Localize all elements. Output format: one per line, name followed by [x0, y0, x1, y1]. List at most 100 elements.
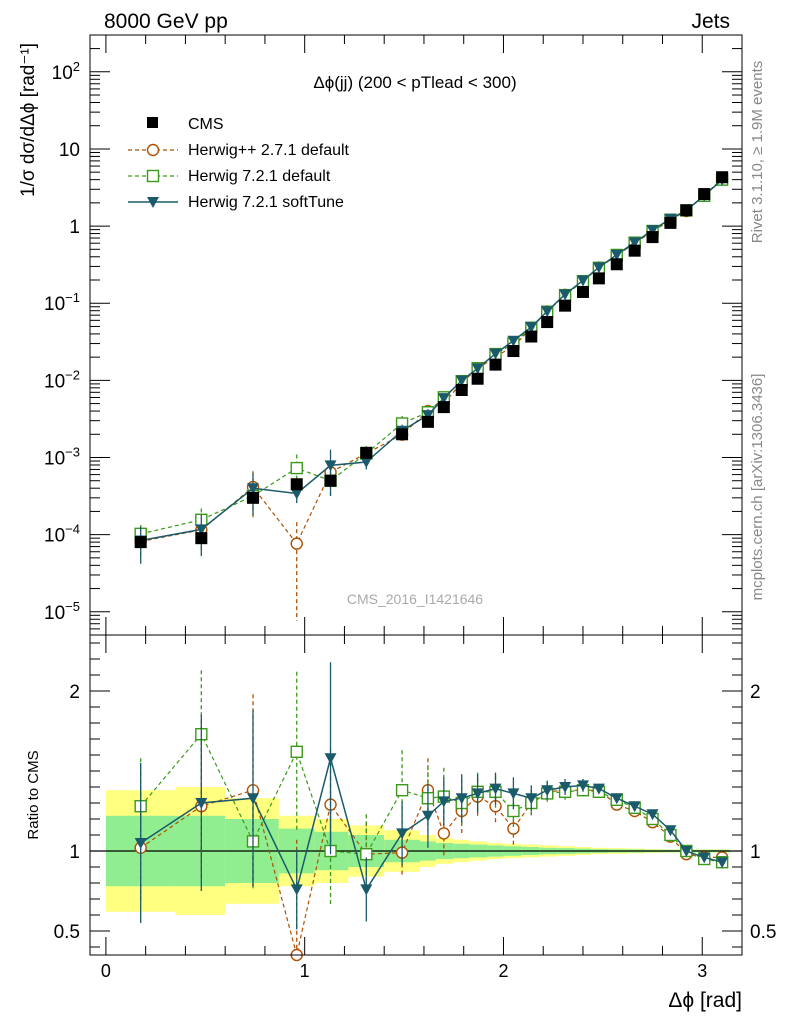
legend-h721s-label: Herwig 7.2.1 softTune	[188, 194, 344, 211]
point-cms	[455, 383, 468, 396]
ratio-point-h721s	[437, 796, 450, 808]
point-cms	[698, 188, 711, 201]
point-cms	[195, 532, 208, 545]
ratio-point-h721s	[290, 884, 303, 896]
ratio-y-tick-label-right: 0.5	[750, 922, 776, 943]
ratio-point-h721s	[559, 782, 572, 793]
point-cms	[664, 216, 677, 229]
point-cms	[247, 491, 259, 504]
point-cms	[396, 428, 409, 441]
legend-cms-label: CMS	[188, 116, 224, 133]
rivet-label: Rivet 3.1.10, ≥ 1.9M events	[749, 61, 766, 244]
point-cms	[559, 299, 572, 312]
point-h721s	[324, 460, 337, 472]
point-h721s	[507, 335, 520, 347]
point-cms	[716, 171, 729, 184]
ratio-point-h721	[395, 784, 409, 797]
ratio-y-tick-label: 2	[69, 682, 80, 703]
point-cms	[324, 474, 337, 487]
legend: CMS Herwig++ 2.7.1 default Herwig 7.2.1 …	[128, 116, 350, 211]
ratio-point-h721s	[421, 810, 434, 822]
ratio-point-h721s	[507, 788, 520, 800]
ratio-point-h721s	[680, 846, 693, 857]
ratio-point-h721s	[576, 780, 589, 792]
point-h721s	[195, 524, 208, 536]
ratio-point-h721s	[455, 793, 468, 805]
point-cms	[576, 285, 589, 298]
point-h721s	[489, 348, 502, 360]
ratio-point-h721s	[592, 783, 605, 795]
y-tick-label: 10	[59, 140, 80, 161]
ratio-point-h721s	[195, 798, 208, 809]
point-h721	[290, 461, 303, 475]
point-cms	[134, 536, 147, 549]
ratio-panel: 0 1 2 3 0.5 0.5 1 1 2 2	[54, 634, 776, 981]
point-h721s	[455, 375, 468, 387]
ratio-y-tick-label-right: 2	[750, 682, 761, 703]
legend-cms-marker	[147, 117, 158, 128]
ratio-point-h721s	[471, 788, 484, 800]
legend-h271-label: Herwig++ 2.7.1 default	[188, 142, 350, 159]
ratio-point-h721s	[525, 793, 538, 805]
plot-title: Δϕ(jj) (200 < pTlead < 300)	[313, 73, 516, 92]
point-h721s	[360, 457, 373, 469]
y-tick-label: 10−3	[44, 445, 80, 470]
point-h721s	[471, 363, 484, 375]
point-h721s	[290, 488, 303, 500]
point-h271	[290, 537, 303, 550]
ratio-point-h721s	[247, 793, 259, 805]
point-h721s	[576, 275, 589, 287]
ratio-point-h721s	[396, 828, 409, 840]
point-h721s	[437, 393, 450, 405]
ratio-point-h721	[290, 745, 303, 758]
y-tick-label: 102	[52, 59, 80, 84]
point-cms	[680, 204, 693, 217]
point-cms	[507, 345, 520, 358]
ratio-point-h721s	[646, 809, 659, 821]
y-tick-label: 10−4	[44, 522, 80, 547]
point-cms	[541, 316, 554, 329]
series-line-h721	[140, 179, 723, 535]
ratio-point-h721s	[698, 852, 711, 864]
y-tick-label: 10−5	[44, 599, 80, 624]
mcplots-label: mcplots.cern.ch [arXiv:1306.3436]	[749, 374, 766, 601]
ratio-y-tick-label-right: 1	[750, 842, 761, 863]
ratio-y-tick-label: 1	[69, 842, 80, 863]
ratio-point-h721s	[541, 785, 554, 797]
y-tick-label: 1	[69, 217, 80, 238]
energy-label: 8000 GeV pp	[104, 10, 228, 33]
point-cms	[489, 358, 502, 371]
y-axis-label: 1/σ dσ/dΔϕ [rad⁻¹]	[18, 43, 39, 197]
ratio-point-h721s	[489, 783, 502, 795]
point-cms	[290, 478, 303, 491]
ratio-point-h721s	[628, 801, 641, 813]
point-cms	[628, 244, 641, 257]
legend-h721s-marker	[147, 197, 159, 208]
ratio-frame	[89, 634, 743, 956]
point-cms	[646, 231, 659, 244]
point-h721s	[628, 237, 641, 249]
point-h721s	[559, 289, 572, 301]
legend-h721-marker	[146, 169, 160, 183]
x-tick-label: 0	[101, 961, 111, 981]
point-cms	[525, 330, 538, 343]
point-h721s	[610, 249, 623, 261]
analysis-watermark: CMS_2016_I1421646	[347, 591, 483, 607]
point-h721s	[592, 262, 605, 274]
point-h721s	[525, 321, 538, 333]
ratio-point-h721s	[664, 825, 677, 837]
x-axis-label: Δϕ [rad]	[668, 989, 742, 1012]
ratio-point-h721s	[716, 857, 729, 869]
y-tick-label: 10−1	[44, 290, 80, 315]
ratio-point-h721s	[610, 793, 623, 805]
ratio-point-h721s	[360, 884, 373, 896]
x-tick-label: 2	[498, 961, 508, 981]
point-cms	[471, 372, 484, 385]
point-h721s	[421, 410, 434, 422]
point-h721s	[541, 306, 554, 318]
x-tick-label: 1	[300, 961, 310, 981]
point-h721s	[646, 225, 659, 237]
point-cms	[421, 415, 434, 428]
point-h721s	[247, 483, 259, 495]
